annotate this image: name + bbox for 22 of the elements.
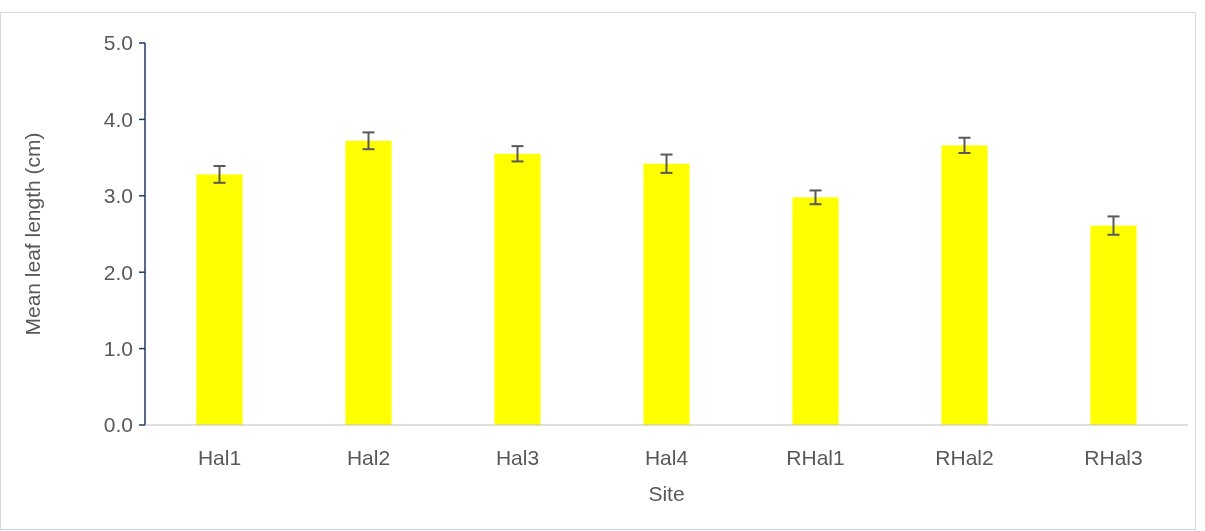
x-tick-label: RHal1 — [786, 446, 845, 469]
bar — [643, 163, 690, 425]
y-axis-title: Mean leaf length (cm) — [21, 132, 44, 336]
x-tick-label: Hal1 — [197, 446, 242, 469]
x-tick-label: RHal2 — [935, 446, 994, 469]
y-tick-label: 4.0 — [103, 107, 133, 131]
y-tick-label: 5.0 — [103, 31, 133, 55]
bar — [494, 153, 541, 425]
y-tick-label: 3.0 — [103, 184, 133, 208]
x-tick-label: Hal2 — [346, 446, 391, 469]
bar — [345, 140, 392, 425]
bar — [196, 174, 243, 425]
x-tick-label: Hal3 — [495, 446, 540, 469]
x-tick-label: Hal4 — [644, 446, 689, 469]
y-tick-label: 0.0 — [103, 413, 133, 437]
y-tick-label: 1.0 — [103, 336, 133, 360]
bar — [941, 145, 988, 425]
y-tick-label: 2.0 — [103, 260, 133, 284]
x-axis-title: Site — [648, 482, 685, 505]
x-tick-label: RHal3 — [1084, 446, 1143, 469]
bar — [792, 197, 839, 425]
bar — [1090, 225, 1137, 425]
